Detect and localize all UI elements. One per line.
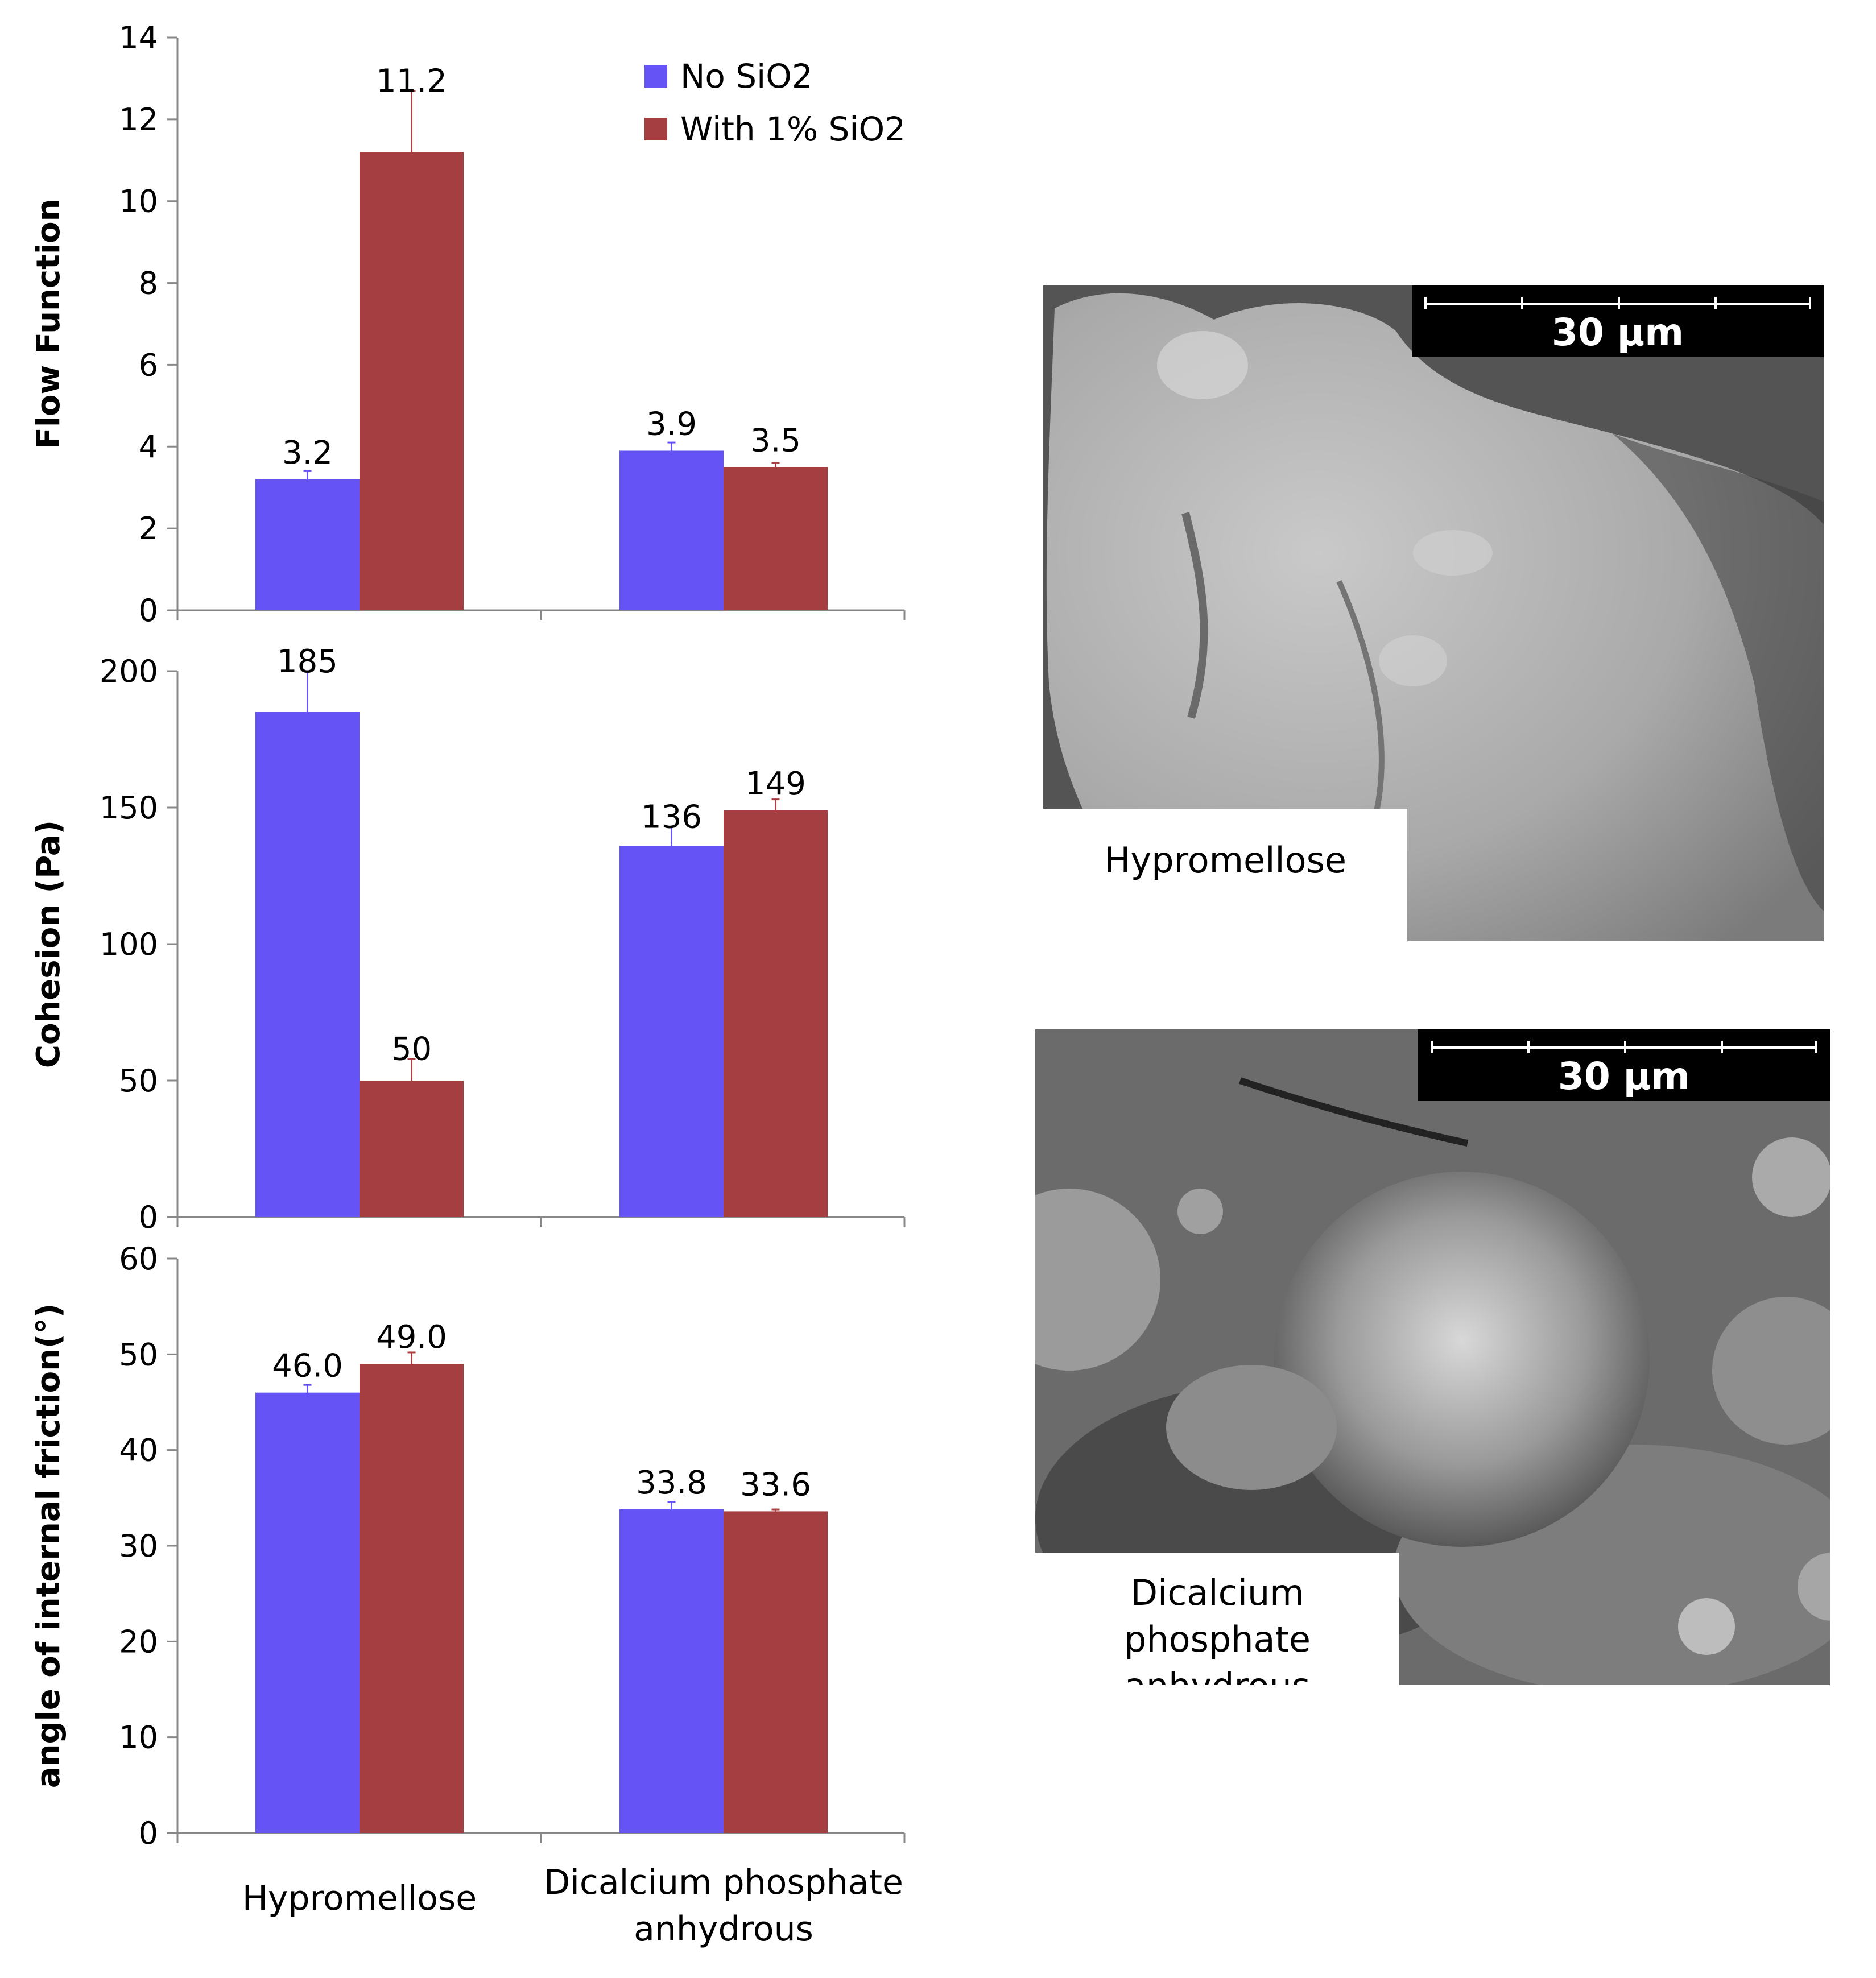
micrograph-caption: Dicalcium phosphate anhydrous xyxy=(1035,1553,1399,1685)
legend-swatch xyxy=(644,118,667,140)
y-tick-label: 50 xyxy=(119,1063,158,1099)
y-tick-label: 100 xyxy=(100,926,158,962)
y-tick-label: 0 xyxy=(139,1199,158,1235)
bar xyxy=(255,712,360,1217)
data-label: 3.9 xyxy=(646,405,697,442)
scale-bar-tick xyxy=(1618,297,1620,309)
y-axis-title: angle of internal friction(°) xyxy=(30,1304,67,1788)
scale-bar-label: 30 µm xyxy=(1557,1054,1691,1098)
bar-charts: 0 2 4 6 8 10 12 14 Flow Function 3.2 3.9 11.2 3.5 No … xyxy=(30,20,906,1949)
micrograph-caption: Hypromellose xyxy=(1043,809,1407,941)
bar xyxy=(360,152,464,610)
data-label: 185 xyxy=(277,643,338,680)
y-tick-label: 12 xyxy=(119,102,158,138)
scale-bar-tick xyxy=(1714,297,1717,309)
category-label: Dicalcium phosphate xyxy=(544,1863,903,1902)
y-tick-label: 200 xyxy=(100,653,158,689)
data-label: 149 xyxy=(745,765,806,802)
data-label: 50 xyxy=(391,1031,432,1068)
scale-bar-label: 30 µm xyxy=(1551,311,1684,354)
y-tick-label: 0 xyxy=(139,593,158,628)
data-label: 33.8 xyxy=(636,1464,707,1501)
scale-bar-tick xyxy=(1521,297,1523,309)
y-tick-label: 20 xyxy=(119,1624,158,1660)
bar xyxy=(360,1081,464,1217)
micrograph-dicalcium-phosphate: 30 µm Dicalcium phosphate anhydrous xyxy=(1035,1029,1830,1685)
scale-bar-tick xyxy=(1527,1041,1530,1053)
legend-label: No SiO2 xyxy=(680,57,813,96)
bar xyxy=(619,846,724,1217)
y-tick-label: 150 xyxy=(100,790,158,826)
bar xyxy=(724,1511,828,1833)
bar xyxy=(724,467,828,610)
scale-bar-tick xyxy=(1809,297,1811,309)
y-tick-label: 2 xyxy=(139,511,158,547)
data-label: 46.0 xyxy=(272,1348,343,1385)
bar xyxy=(360,1364,464,1833)
scale-bar-tick xyxy=(1431,1041,1433,1053)
y-tick-label: 60 xyxy=(119,1241,158,1277)
scale-bar-tick xyxy=(1815,1041,1817,1053)
caption-line: anhydrous xyxy=(1035,1663,1399,1685)
scale-bar-tick xyxy=(1721,1041,1723,1053)
y-axis-title: Cohesion (Pa) xyxy=(30,820,67,1068)
bar xyxy=(619,450,724,610)
y-tick-label: 14 xyxy=(119,20,158,56)
caption-line: Dicalcium phosphate xyxy=(1124,1572,1311,1660)
y-tick-label: 30 xyxy=(119,1528,158,1564)
y-tick-label: 10 xyxy=(119,184,158,220)
y-tick-label: 10 xyxy=(119,1720,158,1756)
bar xyxy=(255,479,360,610)
micrograph-hypromellose: 30 µm Hypromellose xyxy=(1043,285,1824,941)
scale-bar-tick xyxy=(1424,297,1427,309)
scale-bar-tick xyxy=(1624,1041,1626,1053)
y-tick-label: 6 xyxy=(139,347,158,383)
scale-bar: 30 µm xyxy=(1418,1029,1830,1101)
bar xyxy=(255,1392,360,1833)
category-label: Hypromellose xyxy=(242,1878,477,1918)
y-axis-title: Flow Function xyxy=(30,199,67,449)
data-label: 3.5 xyxy=(750,422,801,459)
bar xyxy=(724,810,828,1217)
dicalcium-phosphate-particle-image xyxy=(1035,1029,1830,1685)
data-label: 11.2 xyxy=(376,63,447,100)
y-tick-label: 50 xyxy=(119,1336,158,1372)
category-label: anhydrous xyxy=(634,1909,813,1949)
legend-swatch xyxy=(644,65,667,88)
data-label: 136 xyxy=(641,799,702,836)
y-tick-label: 8 xyxy=(139,266,158,301)
y-tick-label: 40 xyxy=(119,1433,158,1468)
data-label: 49.0 xyxy=(376,1319,447,1356)
caption-line: Hypromellose xyxy=(1104,839,1347,881)
y-tick-label: 0 xyxy=(139,1815,158,1851)
data-label: 33.6 xyxy=(740,1466,811,1503)
data-label: 3.2 xyxy=(282,435,333,471)
scale-bar: 30 µm xyxy=(1412,285,1824,357)
bar xyxy=(619,1509,724,1833)
y-tick-label: 4 xyxy=(139,429,158,465)
legend-label: With 1% SiO2 xyxy=(680,110,906,148)
